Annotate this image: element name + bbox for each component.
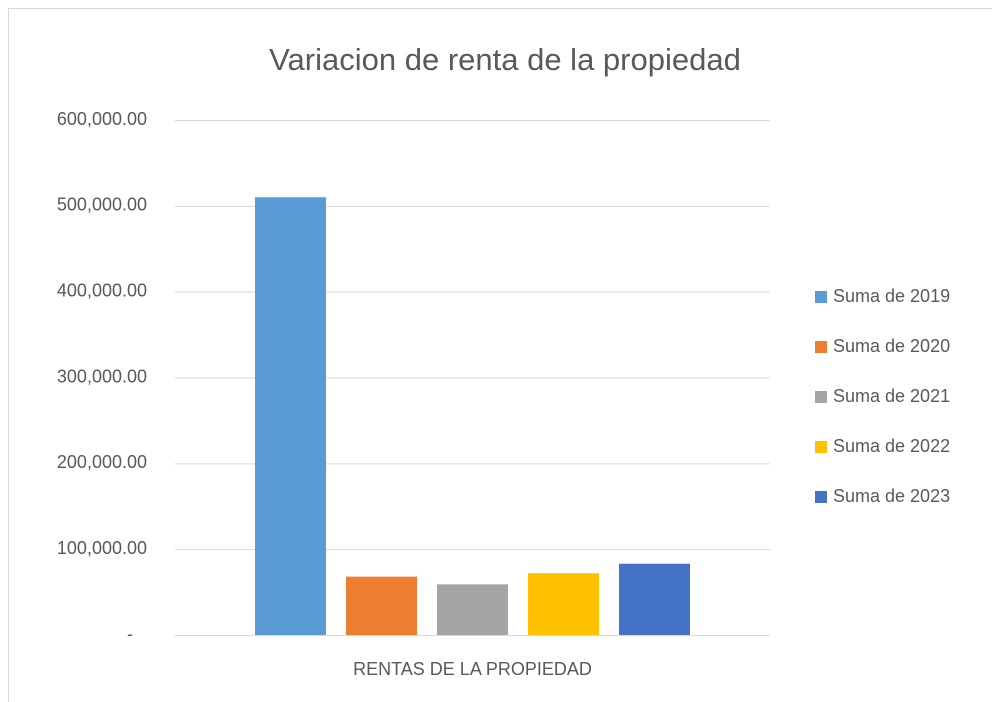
legend-swatch: [815, 491, 827, 503]
y-tick-label: 100,000.00: [57, 538, 147, 558]
y-tick-label: 200,000.00: [57, 452, 147, 472]
bar: [255, 197, 326, 635]
legend-label: Suma de 2019: [833, 286, 950, 306]
y-tick-label: 500,000.00: [57, 195, 147, 215]
chart-title: Variacion de renta de la propiedad: [269, 42, 741, 77]
bar: [528, 573, 599, 635]
bar: [346, 576, 417, 635]
y-tick-label: 600,000.00: [57, 109, 147, 129]
legend-label: Suma de 2022: [833, 436, 950, 456]
legend-swatch: [815, 441, 827, 453]
y-tick-label: 300,000.00: [57, 366, 147, 386]
legend-label: Suma de 2021: [833, 386, 950, 406]
legend-swatch: [815, 391, 827, 403]
legend-swatch: [815, 341, 827, 353]
legend-label: Suma de 2023: [833, 486, 950, 506]
legend-swatch: [815, 291, 827, 303]
chart-border: [8, 8, 992, 702]
y-tick-label: 400,000.00: [57, 280, 147, 300]
bar: [619, 563, 690, 635]
x-tick-label: RENTAS DE LA PROPIEDAD: [353, 659, 592, 679]
legend-label: Suma de 2020: [833, 336, 950, 356]
y-tick-label: -: [127, 624, 133, 644]
bar: [437, 584, 508, 635]
